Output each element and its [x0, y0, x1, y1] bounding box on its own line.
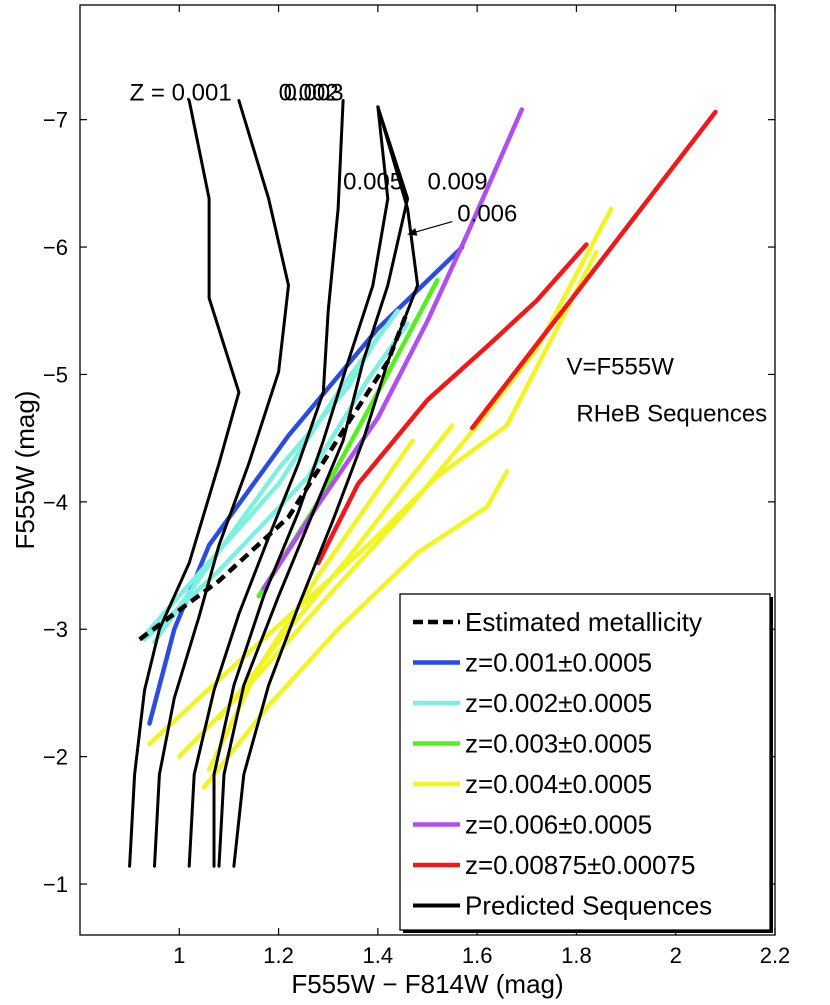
- y-tick-label: −3: [43, 617, 68, 642]
- legend-label-z-0-002-0-0005: z=0.002±0.0005: [465, 688, 652, 718]
- annotation-0-002: 0.002: [279, 80, 339, 107]
- plot-frame: [79, 4, 776, 936]
- legend-label-predicted-sequences: Predicted Sequences: [465, 891, 712, 921]
- legend-box: [399, 593, 771, 931]
- series-line-z-0-004-0-0005: [147, 249, 599, 747]
- legend-label-estimated-metallicity: Estimated metallicity: [465, 607, 702, 637]
- legend-label-z-0-00875-0-00075: z=0.00875±0.00075: [465, 850, 695, 880]
- series-line-z-0-004-0-0005-4: [206, 438, 415, 772]
- x-tick-label: 1.8: [561, 943, 592, 968]
- series-line-z-0-002-0-0005: [142, 308, 400, 638]
- y-tick-label: −1: [43, 872, 68, 897]
- series-line-z-0-005: [212, 105, 390, 868]
- tick-layer: 1 1.2 1.4 1.6 1.8 2 2.2 −1 −2 −3 −4 −5 −6 −7: [43, 5, 790, 968]
- series-line-z-0-002-0-0005-3: [152, 333, 381, 645]
- y-tick-label: −6: [43, 235, 68, 260]
- y-tick-label: −2: [43, 745, 68, 770]
- annotation-arrow-head: [407, 228, 418, 236]
- x-tick-label: 1.6: [462, 943, 493, 968]
- legend: Estimated metallicity z=0.001±0.0005 z=0.0…: [399, 593, 773, 933]
- series-line-z-0-001: [128, 99, 241, 868]
- legend-label-z-0-001-0-0005: z=0.001±0.0005: [465, 648, 652, 678]
- x-tick-label: 1: [173, 943, 185, 968]
- legend-label-z-0-006-0-0005: z=0.006±0.0005: [465, 810, 652, 840]
- annotation-0-005: 0.005: [343, 169, 403, 196]
- series-line-z-0-003: [187, 99, 345, 868]
- legend-label-z-0-003-0-0005: z=0.003±0.0005: [465, 729, 652, 759]
- annotation-0-009: 0.009: [428, 169, 488, 196]
- x-tick-label: 2: [670, 943, 682, 968]
- series-line-z-0-009: [232, 105, 420, 868]
- x-axis-label: F555W − F814W (mag): [291, 969, 563, 999]
- series-line-z-0-002-0-0005-2: [142, 321, 410, 642]
- y-tick-label: −4: [43, 490, 68, 515]
- series-line-z-0-00875-0-00075-2: [469, 109, 718, 431]
- annotation-0-003: 0.003: [284, 80, 344, 107]
- y-tick-label: −5: [43, 362, 68, 387]
- series-line-z-0-00875-0-00075: [316, 242, 589, 566]
- series-line-z-0-004-0-0005-5: [216, 423, 455, 721]
- series-line-z-0-002: [153, 99, 290, 868]
- x-tick-label: 1.4: [363, 943, 394, 968]
- legend-label-z-0-004-0-0005: z=0.004±0.0005: [465, 769, 652, 799]
- annotation-0-006: 0.006: [457, 201, 517, 228]
- annotation-v-f555w: V=F555W: [567, 354, 675, 381]
- annotation-rheb-sequences: RHeB Sequences: [576, 401, 767, 428]
- annotation-z-0-001: Z = 0.001: [130, 80, 232, 107]
- y-tick-label: −7: [43, 108, 68, 133]
- y-axis-label: F555W (mag): [10, 391, 40, 550]
- series-layer: [128, 99, 718, 868]
- x-tick-label: 2.2: [760, 943, 791, 968]
- x-tick-label: 1.2: [263, 943, 294, 968]
- series-line-z-0-006: [217, 105, 410, 868]
